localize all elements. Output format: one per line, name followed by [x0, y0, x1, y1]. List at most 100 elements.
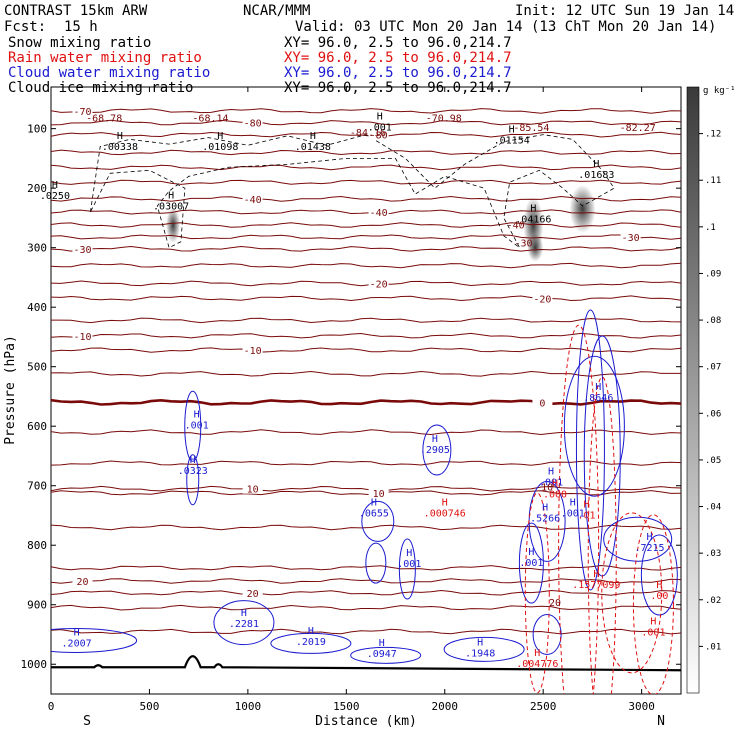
isotherm-line	[51, 429, 681, 436]
y-tick-label: 800	[27, 539, 47, 552]
cloud-water-max-marker: H	[528, 547, 534, 558]
colorbar: g kg⁻¹ .01 .02 .03 .04 .05 .06 .07 .08 .09 .1 .11.…	[686, 86, 736, 694]
cloud-water-max-marker: H	[241, 608, 247, 619]
colorbar-unit: g kg⁻¹	[703, 86, 736, 96]
isotherm-label-bg	[72, 574, 93, 586]
isotherm-line	[51, 295, 681, 302]
y-tick-label: 200	[27, 182, 47, 195]
snow-max-label: .01438	[295, 142, 331, 153]
cloud-water-max-label: .0947	[367, 649, 397, 660]
cloud-water-max-marker: H	[570, 498, 576, 509]
rain-max-marker: H	[534, 648, 540, 659]
cloud-water-max-marker: H	[190, 455, 196, 466]
x-tick-label: 1000	[235, 700, 262, 713]
isotherm-label: 10	[373, 489, 385, 500]
x-tick-label: 3000	[628, 700, 655, 713]
isotherm-label: -70	[73, 107, 91, 118]
isotherm-line	[51, 317, 681, 324]
temperature-min-label: -68.78	[86, 114, 122, 125]
isotherm-label: -10	[244, 346, 262, 357]
cloud-water-contour	[603, 516, 673, 562]
cloud-water-contour	[186, 454, 200, 506]
colorbar-ramp	[686, 86, 700, 694]
isotherm-line	[51, 604, 681, 611]
cloud-water-max-label: .001	[519, 558, 543, 569]
colorbar-tick-label: .12	[705, 130, 721, 140]
isotherm-line	[51, 398, 681, 406]
snow-max-label: .0250	[40, 191, 70, 202]
cloud-water-contour	[361, 500, 395, 542]
cloud-water-max-label: .5266	[530, 513, 560, 524]
colorbar-tick-label: .04	[705, 503, 721, 513]
x-tick-label: 0	[48, 700, 55, 713]
isotherm-label-bg	[242, 586, 263, 598]
isotherm-label-bg	[242, 344, 263, 356]
legend-label-rain: Rain water mixing ratio	[8, 50, 202, 66]
snow-max-marker: H	[509, 125, 515, 136]
cloud-water-contour	[518, 522, 544, 604]
y-tick-label: 300	[27, 242, 47, 255]
rain-max-label: .00	[650, 591, 668, 602]
isotherm-line	[51, 119, 681, 126]
cloud-water-max-label: .001	[539, 478, 563, 489]
isotherm-line	[51, 222, 681, 228]
colorbar-tick-label: .11	[705, 176, 721, 186]
rain-max-marker: H	[656, 580, 662, 591]
cloud-water-contour	[51, 627, 138, 653]
cloud-water-max-marker: H	[542, 502, 548, 513]
isotherm-label: -40	[244, 195, 262, 206]
temperature-min-label: -85.54	[513, 123, 549, 134]
isotherm-line	[51, 149, 681, 156]
isotherm-label: -80	[370, 131, 388, 142]
cloud-water-contour	[422, 424, 452, 476]
snow-max-label: .00338	[102, 142, 138, 153]
snow-shade-blob	[569, 184, 596, 233]
y-tick-label: 600	[27, 420, 47, 433]
temperature-min-label: -70.98	[426, 114, 462, 125]
isotherm-extra-label: 20	[549, 598, 561, 609]
cloud-water-max-marker: H	[432, 434, 438, 445]
cloud-water-max-label: .2019	[296, 637, 326, 648]
cloud-water-max-label: .2905	[420, 445, 450, 456]
snow-max-label: .01098	[202, 142, 238, 153]
snow-max-label: .01154	[494, 136, 530, 147]
cloud-water-max-marker: H	[379, 638, 385, 649]
colorbar-tick-label: .1	[705, 223, 716, 233]
cloud-water-contour	[184, 390, 202, 462]
cloud-water-contour	[532, 613, 562, 655]
isotherm-label-bg	[72, 104, 93, 116]
cloud-water-max-label: .0323	[178, 466, 208, 477]
snow-max-marker: H	[377, 111, 383, 122]
cloud-water-contour	[365, 542, 387, 584]
legend-xy-rain: XY= 96.0, 2.5 to 96.0,214.7	[284, 50, 512, 66]
forecast-hour: 15 h	[64, 19, 98, 35]
colorbar-tick-label: .06	[705, 409, 721, 419]
y-tick-label: 500	[27, 361, 47, 374]
cloud-water-max-label: .2007	[62, 638, 92, 649]
cloud-water-max-marker: H	[477, 638, 483, 649]
isotherm-line	[51, 490, 681, 496]
cloud-water-max-label: .001	[185, 421, 209, 432]
isotherm-label-bg	[242, 482, 263, 494]
snow-max-marker: H	[52, 180, 58, 191]
snow-max-marker: H	[310, 131, 316, 142]
contour-labels: -70 -80 -80 -40 -40 -30 -30 -20 -20 -10 -10 0 10 10 20…	[40, 104, 668, 670]
isotherm-extra-label: 10	[541, 482, 553, 493]
rain-max-marker: H	[650, 617, 656, 628]
isotherm-line	[51, 370, 681, 377]
rain-max-marker: H	[442, 498, 448, 509]
isotherm-label: 0	[539, 398, 545, 409]
y-tick-label: 100	[27, 123, 47, 136]
rain-max-marker: H	[593, 569, 599, 580]
temperature-min-label: -82.27	[620, 123, 656, 134]
cloud-water-max-label: .8646	[583, 393, 613, 404]
isotherm-line	[51, 347, 681, 353]
x-end-right: N	[657, 714, 665, 729]
isotherm-line	[51, 245, 681, 252]
rain-contour	[632, 514, 674, 694]
isotherm-line	[51, 234, 681, 240]
rain-contour	[587, 376, 617, 694]
cloud-ice-contour	[89, 134, 615, 249]
axes: 0 500 1000 1500 2000 2500 30001002003004005006…	[21, 87, 681, 713]
colorbar-tick-label: .07	[705, 363, 721, 373]
